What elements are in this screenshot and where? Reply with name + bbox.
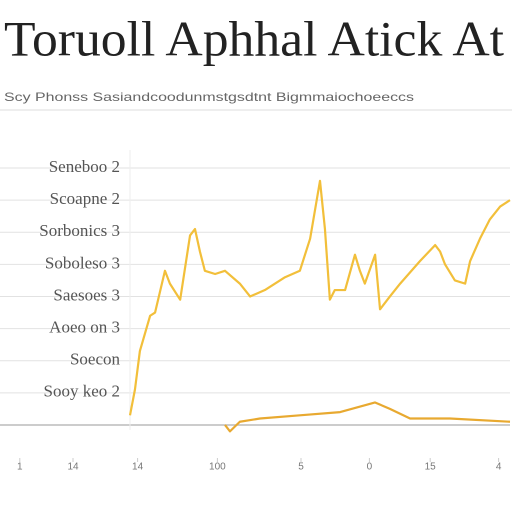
x-tick-label: 5 (298, 462, 304, 473)
y-tick-label: Aoeo on 3 (49, 317, 120, 336)
x-tick-label: 4 (496, 462, 502, 473)
y-tick-label: Sooy keo 2 (44, 382, 121, 401)
x-tick-label: 14 (67, 462, 79, 473)
y-tick-label: Sorbonics 3 (39, 221, 120, 240)
line-series (128, 179, 511, 416)
y-tick-label: Scoapne 2 (50, 189, 120, 208)
x-tick-label: 1 (17, 462, 23, 473)
y-tick-label: Soecon (70, 350, 121, 369)
y-tick-label: Saesoes 3 (53, 285, 120, 304)
x-tick-label: 100 (209, 462, 226, 473)
chart-title: Toruoll Aphhal Atick At (4, 10, 504, 66)
y-tick-label: Soboleso 3 (45, 253, 120, 272)
line-series (224, 401, 511, 433)
x-tick-label: 15 (425, 462, 437, 473)
x-tick-label: 0 (367, 462, 373, 473)
x-tick-label: 14 (132, 462, 144, 473)
chart-subtitle: Scy Phonss Sasiandcoodunmstgsdtnt Bigmma… (4, 90, 414, 104)
y-tick-label: Seneboo 2 (49, 157, 120, 176)
